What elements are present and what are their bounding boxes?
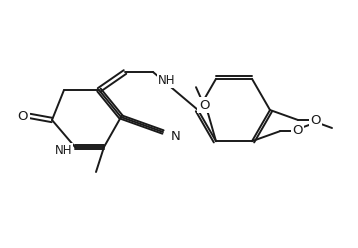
Text: NH: NH (54, 145, 72, 157)
Text: O: O (292, 124, 303, 137)
Text: N: N (171, 129, 181, 143)
Text: O: O (310, 115, 320, 127)
Text: O: O (18, 110, 28, 123)
Text: O: O (199, 99, 209, 112)
Text: NH: NH (158, 73, 175, 87)
